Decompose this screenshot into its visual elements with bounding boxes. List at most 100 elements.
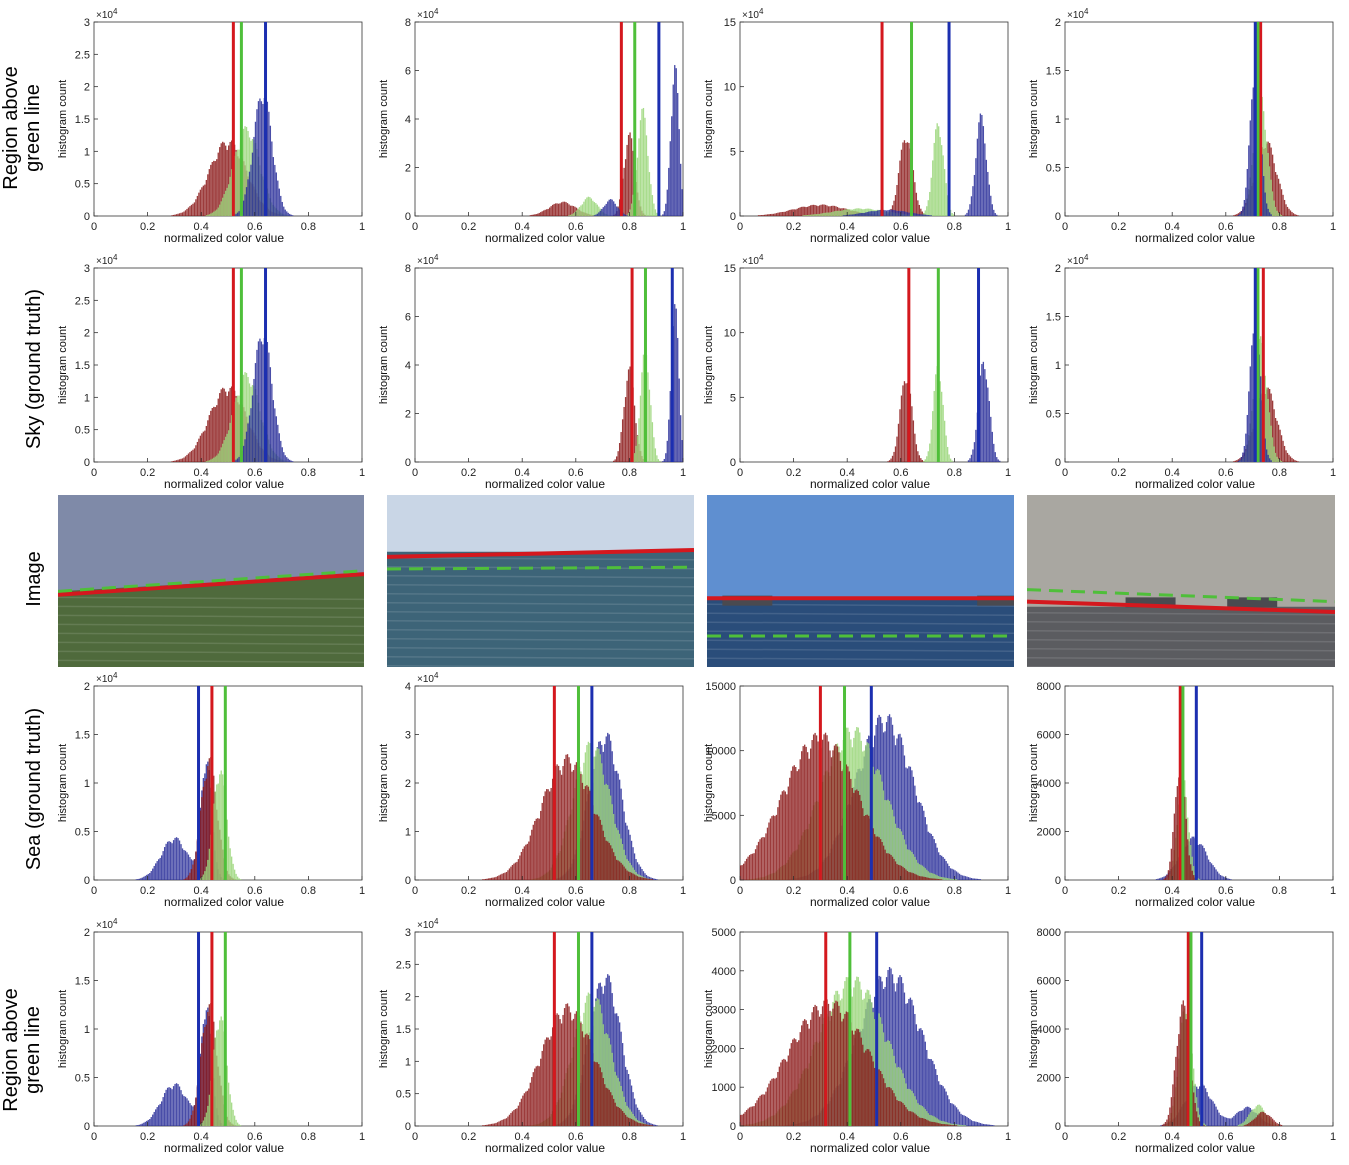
hist-bar <box>668 419 670 462</box>
hist-bar <box>574 764 576 880</box>
hist-bar <box>795 767 797 880</box>
hist-bar <box>923 810 925 880</box>
hist-bar <box>900 831 903 880</box>
hist-bar <box>205 215 208 216</box>
wave <box>387 647 694 651</box>
hist-bar <box>253 136 255 216</box>
hist-bar <box>1263 111 1265 216</box>
image-content <box>707 495 1014 667</box>
hist-bar <box>918 1117 921 1126</box>
hist-bar <box>863 209 865 216</box>
wave <box>58 641 364 646</box>
hist-bar <box>180 1090 182 1126</box>
hist-bar <box>893 1093 895 1126</box>
hist-bar <box>189 452 191 462</box>
hist-bar <box>915 444 918 462</box>
hist-bar <box>894 823 897 880</box>
hist-bar <box>894 195 897 216</box>
hist-bar <box>1255 1106 1257 1126</box>
hist-bar <box>1268 212 1271 216</box>
hist-bar <box>857 1029 859 1126</box>
hist-bar <box>599 1004 601 1126</box>
hist-bar <box>611 199 613 216</box>
hist-bar <box>897 210 900 216</box>
hist-bar <box>613 813 615 880</box>
hist-bar <box>740 1114 742 1126</box>
x-tick-label: 0.8 <box>1272 1131 1287 1143</box>
hist-bar <box>605 203 607 216</box>
hist-bar <box>784 1059 787 1126</box>
hist-bar <box>618 443 621 462</box>
hist-bar <box>627 369 630 462</box>
hist-bar <box>933 878 935 880</box>
hist-bar <box>668 167 670 216</box>
hist-bar <box>1270 425 1272 462</box>
x-tick-label: 0.4 <box>840 885 855 897</box>
hist-bar <box>753 853 755 880</box>
hist-bar <box>1297 215 1299 216</box>
y-tick-label: 6000 <box>1037 730 1061 742</box>
hist-bar <box>226 433 228 462</box>
hist-bar <box>1239 1111 1241 1126</box>
hist-bar <box>894 446 897 462</box>
hist-bar <box>268 352 270 462</box>
hist-bar <box>952 1123 955 1126</box>
hist-bar <box>149 873 151 880</box>
hist-bar <box>973 174 976 216</box>
hist-bar <box>1161 877 1164 880</box>
hist-bar <box>896 436 898 462</box>
hist-bar <box>175 1083 178 1126</box>
hist-bar <box>863 212 865 216</box>
hist-bar <box>784 791 787 880</box>
hist-bar <box>674 65 676 216</box>
hist-bar <box>835 1000 837 1126</box>
hist-bar <box>1176 786 1179 880</box>
hist-bar <box>202 1120 205 1126</box>
hist-bar <box>1276 210 1278 216</box>
hist-bar <box>938 126 940 216</box>
hist-bar <box>1245 433 1247 462</box>
hist-bar <box>178 840 181 880</box>
hist-bar <box>627 860 630 880</box>
hist-bar <box>207 420 209 462</box>
boat <box>977 595 1014 606</box>
hist-bar <box>920 864 922 880</box>
hist-bar <box>836 1001 839 1126</box>
hist-bar <box>914 182 916 216</box>
hist-bar <box>626 380 628 462</box>
hist-bar <box>823 1000 825 1126</box>
hist-bar <box>1191 856 1193 880</box>
y-tick-label: 1 <box>84 1024 90 1036</box>
hist-bar <box>677 93 679 216</box>
hist-bar <box>1252 1109 1254 1126</box>
hist-bar <box>177 213 179 216</box>
hist-bar <box>938 876 940 880</box>
hist-bar <box>608 199 610 216</box>
hist-bar <box>617 830 619 880</box>
hist-bar <box>932 835 934 880</box>
y-tick-label: 1 <box>84 392 90 404</box>
hist-bar <box>629 1079 631 1126</box>
x-axis-label: normalized color value <box>164 895 284 909</box>
hist-bar <box>1245 187 1247 216</box>
hist-bar <box>1233 461 1235 462</box>
hist-bar <box>565 202 567 216</box>
x-tick-label: 0.8 <box>947 467 962 479</box>
hist-bar <box>941 145 943 216</box>
hist-bar <box>1252 87 1254 217</box>
hist-bar <box>833 205 836 216</box>
x-tick-label: 0.2 <box>461 1131 476 1143</box>
x-tick-label: 0 <box>412 467 418 479</box>
hist-bar <box>638 1109 640 1126</box>
hist-bar <box>991 204 993 216</box>
hist-bar <box>760 1094 763 1126</box>
hist-bar <box>614 459 616 462</box>
hist-bar <box>812 204 815 216</box>
hist-bar <box>1239 459 1241 462</box>
wave <box>387 611 694 615</box>
hist-bar <box>541 802 543 880</box>
hist-bar <box>178 459 181 462</box>
